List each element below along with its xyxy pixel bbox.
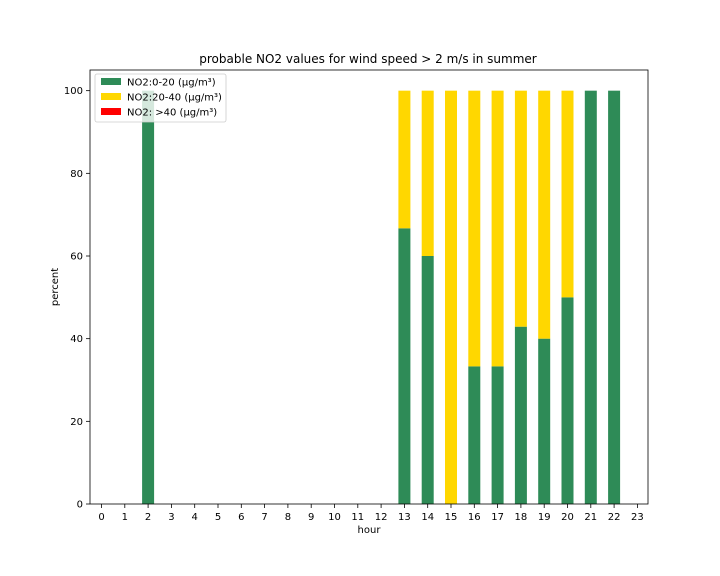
- x-tick-label: 13: [398, 512, 411, 523]
- x-tick-label: 20: [561, 512, 574, 523]
- bar-hour-13-series-0: [398, 228, 411, 504]
- legend-swatch-0: [101, 78, 121, 85]
- bar-hour-17-series-0: [491, 366, 504, 504]
- bar-hour-13-series-1: [398, 90, 411, 229]
- x-tick-label: 14: [421, 512, 434, 523]
- x-tick-label: 9: [308, 512, 314, 523]
- bar-hour-16-series-1: [468, 90, 481, 367]
- plot-frame: [89, 69, 649, 505]
- x-tick-label: 23: [631, 512, 644, 523]
- x-tick-label: 6: [238, 512, 244, 523]
- legend-frame: [94, 73, 227, 123]
- legend: NO2:0-20 (µg/m³) NO2:20-40 (µg/m³) NO2: >4…: [94, 73, 227, 123]
- legend-label-0: NO2:0-20 (µg/m³): [127, 78, 216, 89]
- x-tick-label: 19: [538, 512, 551, 523]
- legend-label-1: NO2:20-40 (µg/m³): [127, 93, 222, 104]
- y-axis-ticks: 0 20 40 60 80 100: [64, 86, 90, 511]
- x-tick-label: 3: [168, 512, 174, 523]
- x-tick-label: 10: [328, 512, 341, 523]
- y-tick-label: 100: [64, 86, 83, 97]
- bar-hour-14-series-0: [421, 256, 434, 504]
- x-tick-label: 21: [584, 512, 597, 523]
- x-tick-label: 0: [98, 512, 104, 523]
- bar-hour-20-series-0: [561, 297, 574, 504]
- x-tick-label: 16: [468, 512, 481, 523]
- bar-hour-20-series-1: [561, 90, 574, 298]
- bar-hour-2-series-0: [142, 90, 155, 505]
- x-tick-label: 2: [145, 512, 151, 523]
- x-tick-label: 4: [192, 512, 198, 523]
- legend-swatch-1: [101, 93, 121, 100]
- x-tick-label: 7: [261, 512, 267, 523]
- x-tick-label: 1: [122, 512, 128, 523]
- y-tick-label: 0: [77, 500, 83, 511]
- bar-hour-19-series-1: [538, 90, 551, 339]
- x-tick-label: 5: [215, 512, 221, 523]
- y-tick-label: 80: [70, 169, 83, 180]
- bar-hour-14-series-1: [421, 90, 434, 256]
- bars-group: [142, 90, 621, 505]
- bar-hour-22-series-0: [608, 90, 621, 505]
- x-axis-label: hour: [358, 525, 382, 536]
- bar-hour-15-series-1: [445, 90, 457, 505]
- x-tick-label: 22: [608, 512, 621, 523]
- legend-label-2: NO2: >40 (µg/m³): [127, 108, 217, 119]
- y-tick-label: 20: [70, 417, 83, 428]
- bar-hour-16-series-0: [468, 366, 481, 504]
- bar-hour-18-series-0: [514, 326, 527, 504]
- y-tick-label: 60: [70, 252, 83, 263]
- chart-title: probable NO2 values for wind speed > 2 m…: [199, 52, 537, 66]
- bar-hour-18-series-1: [514, 90, 527, 327]
- x-tick-label: 18: [515, 512, 528, 523]
- x-tick-label: 11: [351, 512, 364, 523]
- y-axis-label: percent: [50, 268, 61, 306]
- x-axis-ticks: 0 1 2 3 4 5 6 7 8 9 10 11 12 13 14 15 16 17 18 19 20 21 22 23: [98, 504, 644, 523]
- legend-swatch-2: [101, 108, 121, 115]
- bar-hour-19-series-0: [538, 338, 551, 504]
- x-tick-label: 17: [491, 512, 504, 523]
- bar-hour-21-series-0: [584, 90, 597, 505]
- x-tick-label: 12: [375, 512, 388, 523]
- x-tick-label: 15: [445, 512, 458, 523]
- x-tick-label: 8: [285, 512, 291, 523]
- y-tick-label: 40: [70, 334, 83, 345]
- bar-hour-17-series-1: [491, 90, 504, 367]
